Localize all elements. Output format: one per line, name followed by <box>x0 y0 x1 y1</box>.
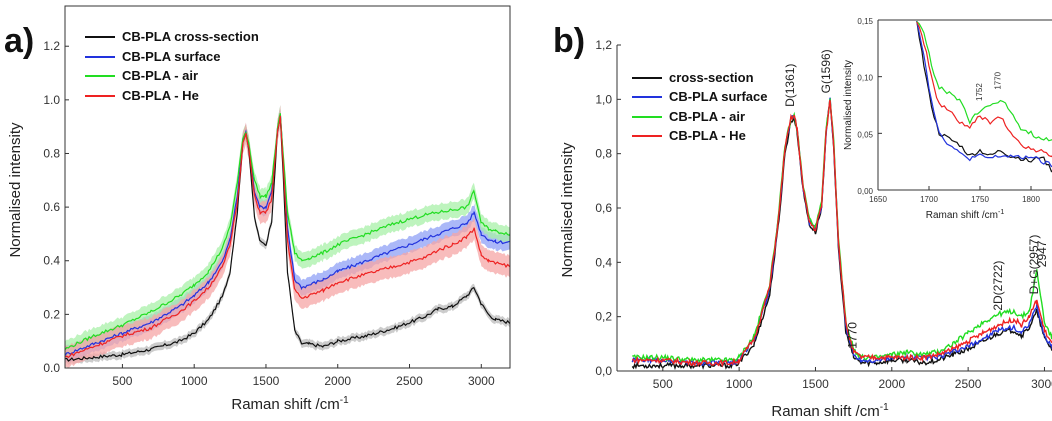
panel-a-y-tick-label: 1.0 <box>43 93 60 107</box>
panel-a-x-ticks: 500 1000 1500 2000 2500 3000 <box>112 364 495 388</box>
inset-y-ticks: 0,00 0,05 0,10 0,15 <box>857 17 882 196</box>
panel-b-x-tick-label: 1000 <box>726 377 753 391</box>
peak-annotation: D(1361) <box>783 64 797 107</box>
panel-a-y-tick-label: 1.2 <box>43 39 60 53</box>
legend-label-b-air: CB-PLA - air <box>669 109 745 124</box>
inset-series-line-black <box>916 20 1052 173</box>
inset-chart: 165017001750180018 0,000,050,100,15 1752… <box>843 17 1052 221</box>
panel-a-y-ticks: 0.0 0.2 0.4 0.6 0.8 1.0 1.2 <box>43 39 69 375</box>
inset-x-tick-label: 1700 <box>920 195 938 204</box>
panel-a-series-lines <box>65 113 510 362</box>
peak-annotation: G(1596) <box>819 49 833 93</box>
panel-b-y-tick-label: 1,0 <box>595 92 612 106</box>
panel-b-legend: cross-section CB-PLA surface CB-PLA - ai… <box>632 70 767 143</box>
panel-b-y-tick-label: 0,4 <box>595 255 612 269</box>
series-line-black <box>65 116 510 362</box>
series-line-green <box>632 97 1052 365</box>
panel-a-y-axis-title: Normalised intensity <box>7 122 24 258</box>
panel-b-y-tick-label: 0,0 <box>595 364 612 378</box>
inset-y-tick-label: 0,15 <box>857 17 873 26</box>
panel-a-x-tick-label: 3000 <box>468 374 495 388</box>
inset-x-tick-label: 1650 <box>869 195 887 204</box>
panel-b-x-tick-label: 1500 <box>802 377 829 391</box>
panel-a-frame <box>64 5 511 369</box>
inset-background <box>878 20 1052 190</box>
inset-y-tick-label: 0,00 <box>857 187 873 196</box>
panel-a-x-tick-label: 2500 <box>396 374 423 388</box>
panel-b-x-axis-title: Raman shift /cm-1 <box>771 402 889 420</box>
inset-series-line-blue <box>916 21 1052 168</box>
legend-label-a-cross-section: CB-PLA cross-section <box>122 29 259 44</box>
inset-annotation: 1770 <box>993 71 1002 89</box>
panel-b-y-tick-label: 0,2 <box>595 310 612 324</box>
panel-a-x-tick-label: 500 <box>112 374 132 388</box>
panel-a-y-tick-label: 0.4 <box>43 254 60 268</box>
inset-series-line-green <box>916 21 1052 142</box>
series-line-red <box>632 99 1052 368</box>
peak-annotation: D+G(2957) <box>1027 235 1041 295</box>
peak-annotation: 2D(2722) <box>991 261 1005 311</box>
panel-b-y-ticks: 0,0 0,2 0,4 0,6 0,8 1,0 1,2 <box>595 38 621 378</box>
inset-series-line-red <box>916 21 1052 158</box>
legend-label-b-he: CB-PLA - He <box>669 128 746 143</box>
panel-b-label: b) <box>553 22 585 60</box>
panel-a-y-tick-label: 0.2 <box>43 307 60 321</box>
inset-annotation: 1752 <box>975 83 984 101</box>
panel-a-y-tick-label: 0.0 <box>43 361 60 375</box>
panel-b-x-tick-label: 2500 <box>955 377 982 391</box>
panel-a-x-axis-title: Raman shift /cm-1 <box>231 395 349 413</box>
panel-a-y-tick-label: 0.8 <box>43 146 60 160</box>
panel-a-x-tick-label: 1000 <box>181 374 208 388</box>
legend-label-b-surface: CB-PLA surface <box>669 89 767 104</box>
series-line-blue <box>631 97 1052 367</box>
peak-annotation: 2947 <box>1035 240 1049 267</box>
inset-y-axis-title: Normalised intensity <box>843 60 854 150</box>
band-green <box>65 105 510 358</box>
inset-x-tick-label: 1750 <box>971 195 989 204</box>
legend-label-a-air: CB-PLA - air <box>122 68 198 83</box>
series-line-red <box>65 115 510 359</box>
panel-a: a) 500 1000 1500 2000 2500 3000 0.00.20.40.60… <box>4 5 511 413</box>
peak-annotation: 1770 <box>846 322 860 349</box>
panel-b-peak-annotations: D(1361) G(1596) 1770 2D(2722) D+G(2957)2947 <box>783 49 1049 348</box>
panel-a-x-tick-label: 1500 <box>253 374 280 388</box>
panel-b-x-tick-label: 2000 <box>878 377 905 391</box>
panel-b-x-tick-label: 3000 <box>1031 377 1052 391</box>
panel-b-y-tick-label: 1,2 <box>595 38 612 52</box>
legend-label-a-he: CB-PLA - He <box>122 88 199 103</box>
inset-y-tick-label: 0,10 <box>857 74 873 83</box>
inset-series-lines <box>916 20 1052 173</box>
legend-label-a-surface: CB-PLA surface <box>122 49 220 64</box>
panel-a-y-tick-label: 0.6 <box>43 200 60 214</box>
inset-x-axis-title: Raman shift /cm-1 <box>926 209 1005 221</box>
panel-a-x-tick-label: 2000 <box>324 374 351 388</box>
legend-label-b-cross-section: cross-section <box>669 70 754 85</box>
inset-y-tick-label: 0,05 <box>857 130 873 139</box>
panel-b-y-tick-label: 0,8 <box>595 147 612 161</box>
panel-b-x-tick-label: 500 <box>653 377 673 391</box>
panel-b-x-ticks: 500 1000 1500 2000 2500 3000 <box>653 367 1052 391</box>
panel-b-y-axis-title: Normalised intensity <box>559 142 576 278</box>
series-line-blue <box>65 113 510 357</box>
panel-a-legend: CB-PLA cross-section CB-PLA surface CB-P… <box>85 29 259 103</box>
inset-annotations: 1752 1770 <box>975 71 1002 101</box>
panel-a-label: a) <box>4 22 34 60</box>
inset-x-tick-label: 1800 <box>1022 195 1040 204</box>
series-line-green <box>65 113 510 351</box>
panel-b-series-lines <box>631 97 1052 371</box>
inset-x-ticks: 165017001750180018 <box>869 186 1040 204</box>
panel-b-y-tick-label: 0,6 <box>595 201 612 215</box>
